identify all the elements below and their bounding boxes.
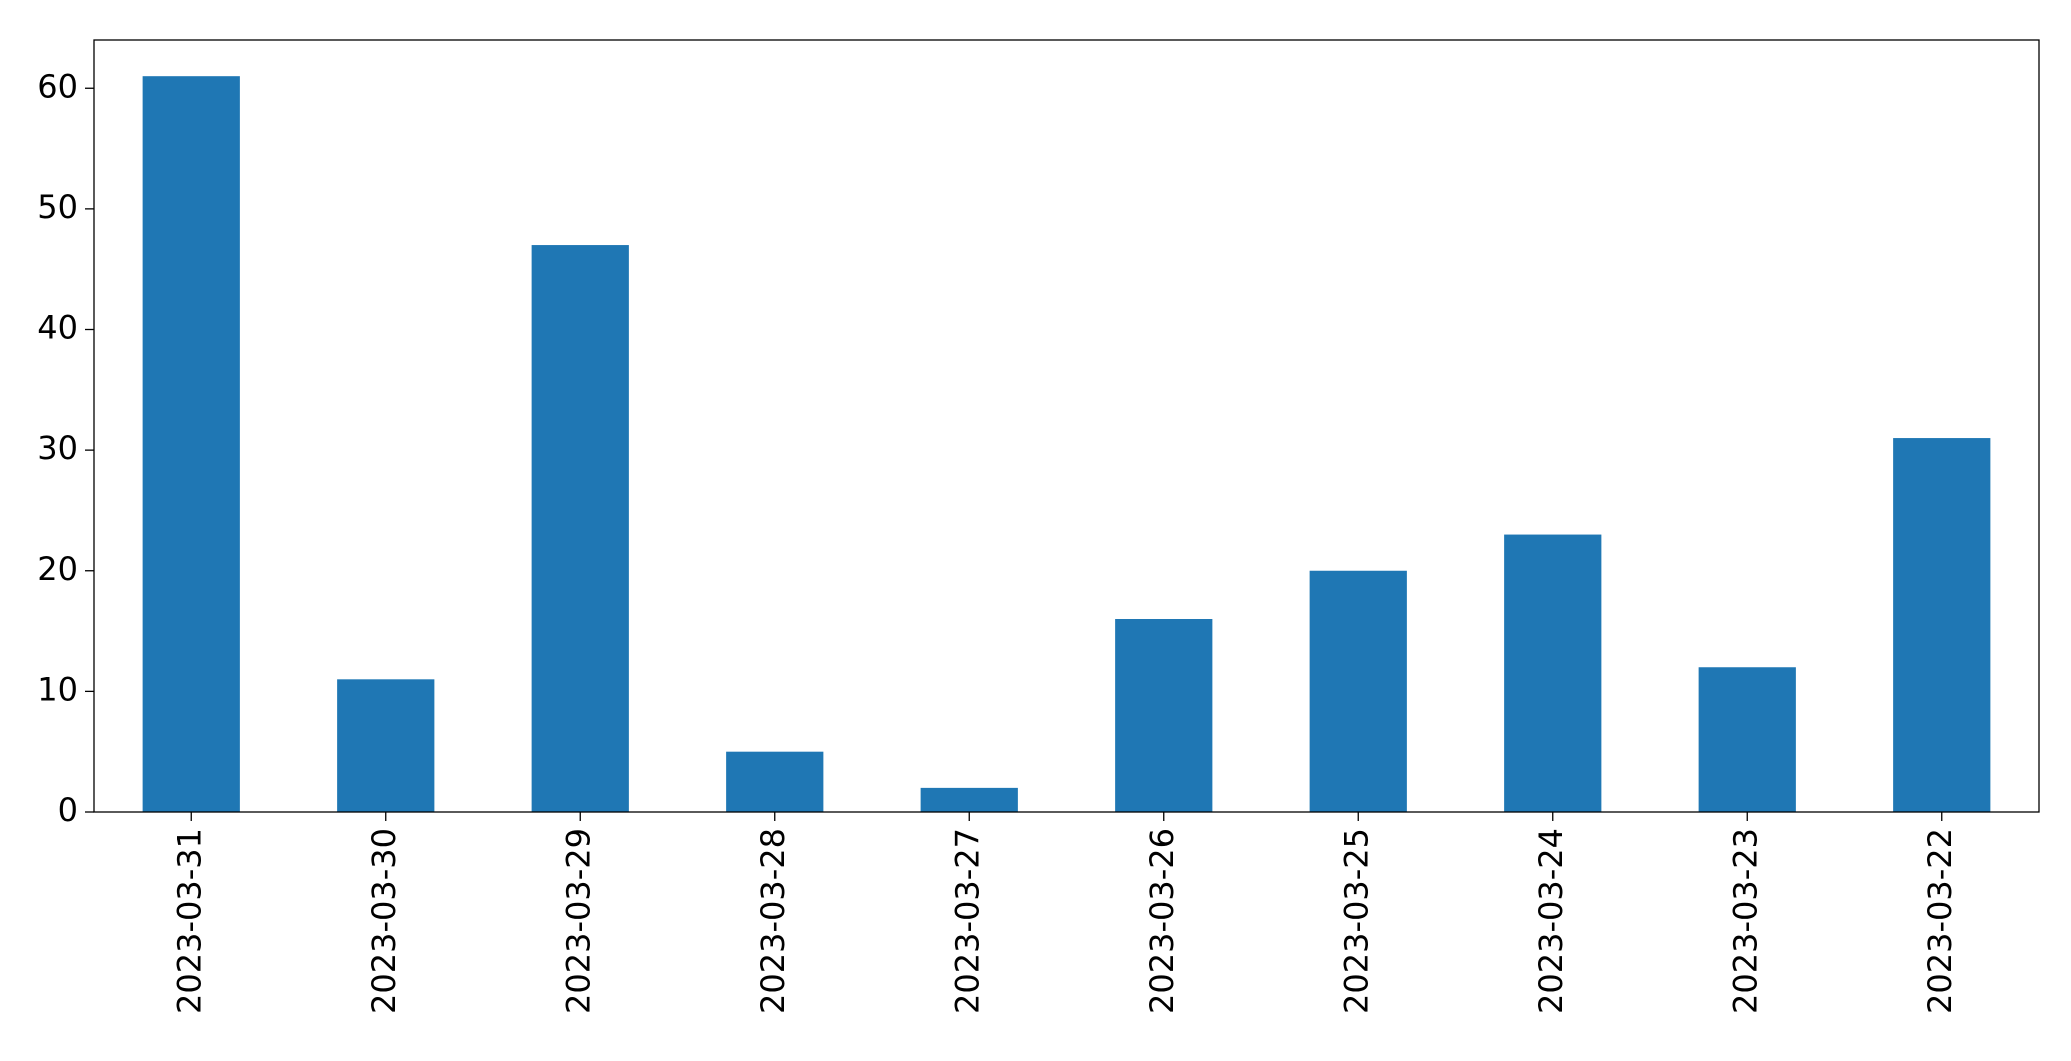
bar — [142, 76, 240, 812]
bar — [1309, 570, 1407, 812]
x-tick-label: 2023-03-22 — [1921, 828, 1959, 1014]
y-tick-label: 50 — [37, 188, 78, 226]
bar — [920, 787, 1018, 812]
y-tick-label: 20 — [37, 550, 78, 588]
bar — [337, 679, 435, 812]
x-tick-label: 2023-03-25 — [1337, 828, 1375, 1014]
bar — [1115, 619, 1213, 812]
y-tick-label: 30 — [37, 429, 78, 467]
axes-frame — [93, 39, 2040, 813]
x-tick-label: 2023-03-23 — [1726, 828, 1764, 1014]
x-tick-label: 2023-03-28 — [754, 828, 792, 1014]
bar — [726, 751, 824, 812]
x-tick-label: 2023-03-30 — [365, 828, 403, 1014]
x-tick-label: 2023-03-24 — [1532, 828, 1570, 1014]
bar — [1698, 667, 1796, 812]
y-tick-label: 10 — [37, 670, 78, 708]
y-tick-label: 0 — [58, 791, 78, 829]
x-tick-label: 2023-03-29 — [559, 828, 597, 1014]
y-tick-label: 60 — [37, 67, 78, 105]
y-tick-label: 40 — [37, 309, 78, 347]
x-tick-label: 2023-03-31 — [170, 828, 208, 1014]
x-tick-label: 2023-03-26 — [1143, 828, 1181, 1014]
x-tick-label: 2023-03-27 — [948, 828, 986, 1014]
bar — [531, 245, 629, 812]
bar — [1893, 438, 1991, 812]
bar — [1504, 534, 1602, 812]
